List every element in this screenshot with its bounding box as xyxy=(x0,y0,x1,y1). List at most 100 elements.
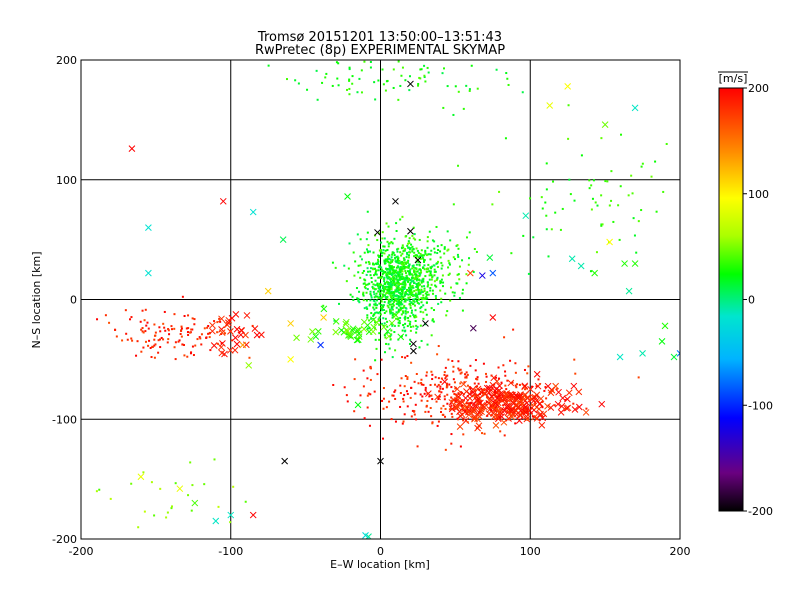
velocity-point xyxy=(159,330,162,333)
velocity-point xyxy=(356,297,359,300)
velocity-point xyxy=(395,260,398,263)
velocity-point xyxy=(387,301,390,304)
velocity-point xyxy=(406,377,409,380)
velocity-point xyxy=(512,328,515,331)
velocity-point xyxy=(386,292,389,295)
velocity-point xyxy=(537,378,540,381)
velocity-point xyxy=(433,251,436,254)
velocity-point xyxy=(358,301,361,304)
velocity-point xyxy=(406,355,409,358)
velocity-point xyxy=(388,266,391,269)
velocity-point xyxy=(455,282,458,285)
velocity-point xyxy=(392,277,395,280)
velocity-cross xyxy=(227,328,234,335)
velocity-point xyxy=(396,318,399,321)
velocity-point xyxy=(385,297,388,300)
velocity-cross xyxy=(233,325,241,333)
velocity-point xyxy=(458,369,461,372)
velocity-point xyxy=(401,356,404,359)
velocity-point xyxy=(418,272,421,275)
velocity-point xyxy=(354,358,357,361)
velocity-point xyxy=(400,266,403,269)
velocity-point xyxy=(418,302,421,305)
velocity-point xyxy=(499,430,502,433)
velocity-point xyxy=(393,278,396,281)
velocity-point xyxy=(480,408,483,411)
velocity-point xyxy=(348,79,351,82)
velocity-point xyxy=(385,310,388,313)
velocity-point xyxy=(146,321,149,324)
velocity-point xyxy=(451,291,454,294)
velocity-point xyxy=(349,293,352,296)
velocity-point xyxy=(410,311,413,314)
velocity-point xyxy=(404,271,407,274)
velocity-point xyxy=(407,319,410,322)
velocity-point xyxy=(568,178,571,181)
velocity-point xyxy=(351,75,354,78)
velocity-point xyxy=(397,60,400,63)
velocity-point xyxy=(450,412,453,415)
velocity-point xyxy=(439,256,442,259)
velocity-point xyxy=(415,331,418,334)
velocity-point xyxy=(297,82,300,85)
velocity-point xyxy=(404,284,407,287)
velocity-point xyxy=(170,507,173,510)
x-tick-label: -100 xyxy=(218,545,243,558)
velocity-point xyxy=(433,270,436,273)
velocity-cross xyxy=(243,312,251,319)
velocity-point xyxy=(397,304,400,307)
velocity-point xyxy=(404,315,407,318)
velocity-point xyxy=(552,180,555,183)
velocity-point xyxy=(465,376,468,379)
velocity-point xyxy=(402,420,405,423)
velocity-point xyxy=(424,410,427,413)
velocity-point xyxy=(394,397,397,400)
velocity-point xyxy=(404,356,407,359)
velocity-point xyxy=(343,264,346,267)
velocity-point xyxy=(157,351,160,354)
velocity-point xyxy=(387,300,390,303)
velocity-point xyxy=(372,287,375,290)
velocity-point xyxy=(141,327,144,330)
velocity-point xyxy=(177,340,180,343)
velocity-point xyxy=(468,402,471,405)
velocity-cross xyxy=(388,319,396,327)
velocity-cross xyxy=(492,400,499,407)
velocity-point xyxy=(474,394,477,397)
velocity-point xyxy=(406,376,409,379)
velocity-point xyxy=(392,302,395,305)
velocity-cross xyxy=(344,193,351,200)
velocity-point xyxy=(183,354,186,357)
velocity-point xyxy=(388,264,391,267)
velocity-point xyxy=(466,384,469,387)
velocity-point xyxy=(322,304,325,307)
velocity-point xyxy=(437,377,440,380)
velocity-point xyxy=(394,257,397,260)
velocity-point xyxy=(381,269,384,272)
velocity-point xyxy=(426,392,429,395)
velocity-point xyxy=(147,327,150,330)
velocity-point xyxy=(415,274,418,277)
velocity-point xyxy=(244,500,247,503)
velocity-point xyxy=(224,332,227,335)
velocity-point xyxy=(485,400,488,403)
velocity-point xyxy=(431,378,434,381)
velocity-point xyxy=(346,400,349,403)
velocity-point xyxy=(401,288,404,291)
velocity-point xyxy=(139,320,142,323)
velocity-point xyxy=(168,333,171,336)
velocity-point xyxy=(436,424,439,427)
velocity-point xyxy=(386,331,389,334)
velocity-point xyxy=(407,264,410,267)
colorbar-tick-label: 100 xyxy=(748,188,769,201)
velocity-point xyxy=(447,266,450,269)
velocity-point xyxy=(368,319,371,322)
velocity-point xyxy=(372,268,375,271)
velocity-point xyxy=(58,353,60,355)
velocity-point xyxy=(397,284,400,287)
velocity-point xyxy=(121,339,124,342)
velocity-point xyxy=(465,371,468,374)
velocity-point xyxy=(604,180,607,183)
velocity-point xyxy=(417,260,420,263)
velocity-point xyxy=(408,303,411,306)
